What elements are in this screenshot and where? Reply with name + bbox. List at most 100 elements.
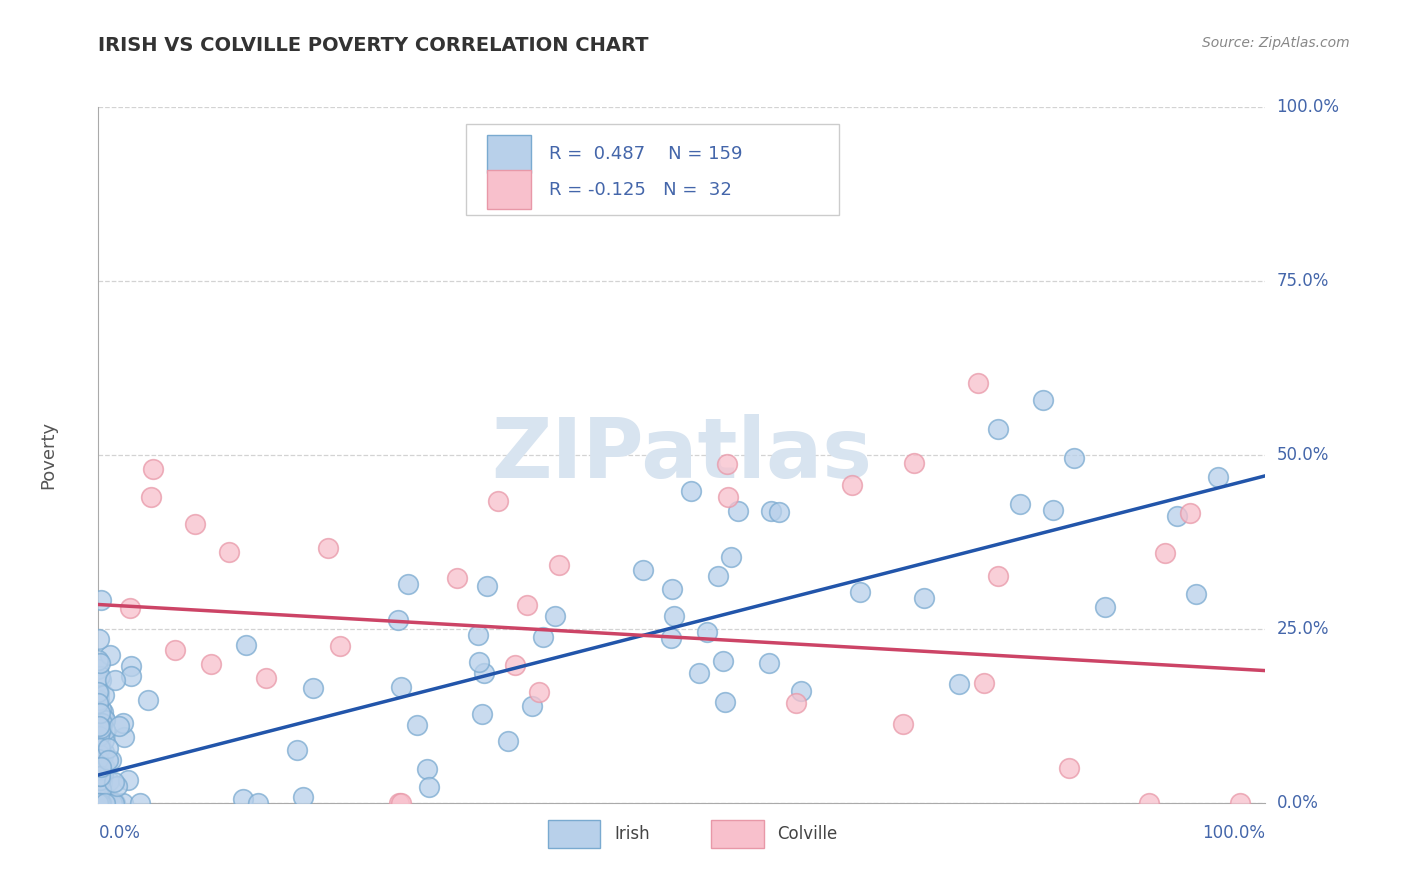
Point xyxy=(105,779,128,793)
Point xyxy=(93,789,115,803)
Point xyxy=(89,723,111,738)
Point xyxy=(292,789,315,804)
Point xyxy=(87,796,110,810)
Point xyxy=(200,657,222,671)
Point xyxy=(948,677,970,691)
Text: Source: ZipAtlas.com: Source: ZipAtlas.com xyxy=(1202,36,1350,50)
Point xyxy=(90,796,112,810)
Point xyxy=(87,796,110,810)
Point xyxy=(87,731,110,745)
Point xyxy=(103,774,125,789)
Point xyxy=(87,766,110,780)
Bar xyxy=(465,124,839,215)
Point xyxy=(97,753,120,767)
Point xyxy=(87,764,110,778)
Point xyxy=(467,628,489,642)
Point xyxy=(987,569,1010,583)
Point xyxy=(89,796,111,810)
Point xyxy=(117,773,139,788)
Point xyxy=(87,788,110,802)
Point xyxy=(89,729,111,743)
Point xyxy=(91,724,114,739)
Point xyxy=(87,756,110,770)
Point xyxy=(520,699,543,714)
Point xyxy=(87,796,110,810)
Point xyxy=(90,796,112,810)
Point xyxy=(1094,600,1116,615)
Point xyxy=(503,658,526,673)
Point xyxy=(389,681,412,695)
Point xyxy=(1010,497,1032,511)
Point xyxy=(1063,450,1085,465)
Point xyxy=(631,563,654,577)
Point xyxy=(112,796,135,810)
Point xyxy=(256,671,278,685)
Point xyxy=(688,666,710,681)
Point xyxy=(543,609,565,624)
Point xyxy=(89,796,111,810)
Point xyxy=(139,490,162,504)
Point xyxy=(87,796,110,810)
Text: 100.0%: 100.0% xyxy=(1277,98,1340,116)
Point xyxy=(87,752,110,766)
Bar xyxy=(486,170,531,209)
Point xyxy=(89,769,111,783)
Point xyxy=(89,796,111,810)
Point xyxy=(661,582,683,596)
Point xyxy=(472,666,495,681)
Point xyxy=(98,648,121,663)
Point xyxy=(89,740,111,755)
Point xyxy=(87,784,110,798)
Point xyxy=(89,796,111,810)
Point xyxy=(87,796,110,810)
Point xyxy=(142,462,165,476)
Point xyxy=(87,777,110,791)
Point xyxy=(111,715,134,730)
Text: 25.0%: 25.0% xyxy=(1277,620,1329,638)
Bar xyxy=(486,136,531,173)
Point xyxy=(1057,761,1080,775)
Point xyxy=(87,716,110,731)
Point xyxy=(90,702,112,716)
Point xyxy=(87,796,110,810)
Point xyxy=(548,558,571,572)
Point xyxy=(446,571,468,585)
Point xyxy=(118,601,141,615)
Point xyxy=(104,796,127,810)
Point xyxy=(94,723,117,737)
Point xyxy=(903,456,925,470)
Point xyxy=(218,545,240,559)
Point xyxy=(87,632,110,646)
Point xyxy=(714,695,737,709)
Point xyxy=(232,792,254,806)
Point xyxy=(1206,470,1229,484)
Point xyxy=(89,796,111,810)
Point xyxy=(91,749,114,764)
Point xyxy=(720,549,742,564)
Point xyxy=(531,631,554,645)
Point xyxy=(89,706,111,720)
Point xyxy=(318,541,340,555)
Point xyxy=(97,774,120,789)
Point xyxy=(1154,546,1177,560)
Point xyxy=(90,747,112,761)
Point xyxy=(1229,796,1251,810)
Point xyxy=(89,796,111,810)
Point xyxy=(93,745,115,759)
Text: 75.0%: 75.0% xyxy=(1277,272,1329,290)
Point xyxy=(184,517,207,532)
Point xyxy=(396,577,419,591)
Point xyxy=(759,504,782,518)
Point xyxy=(841,478,863,492)
Point xyxy=(163,642,186,657)
Text: R = -0.125   N =  32: R = -0.125 N = 32 xyxy=(548,180,731,199)
Point xyxy=(120,669,142,683)
Point xyxy=(247,796,270,810)
Point xyxy=(87,796,110,810)
Point xyxy=(790,684,813,698)
Point xyxy=(87,796,110,810)
Text: R =  0.487    N = 159: R = 0.487 N = 159 xyxy=(548,145,742,163)
Point xyxy=(475,579,498,593)
Point xyxy=(97,796,120,810)
Text: 100.0%: 100.0% xyxy=(1202,823,1265,842)
